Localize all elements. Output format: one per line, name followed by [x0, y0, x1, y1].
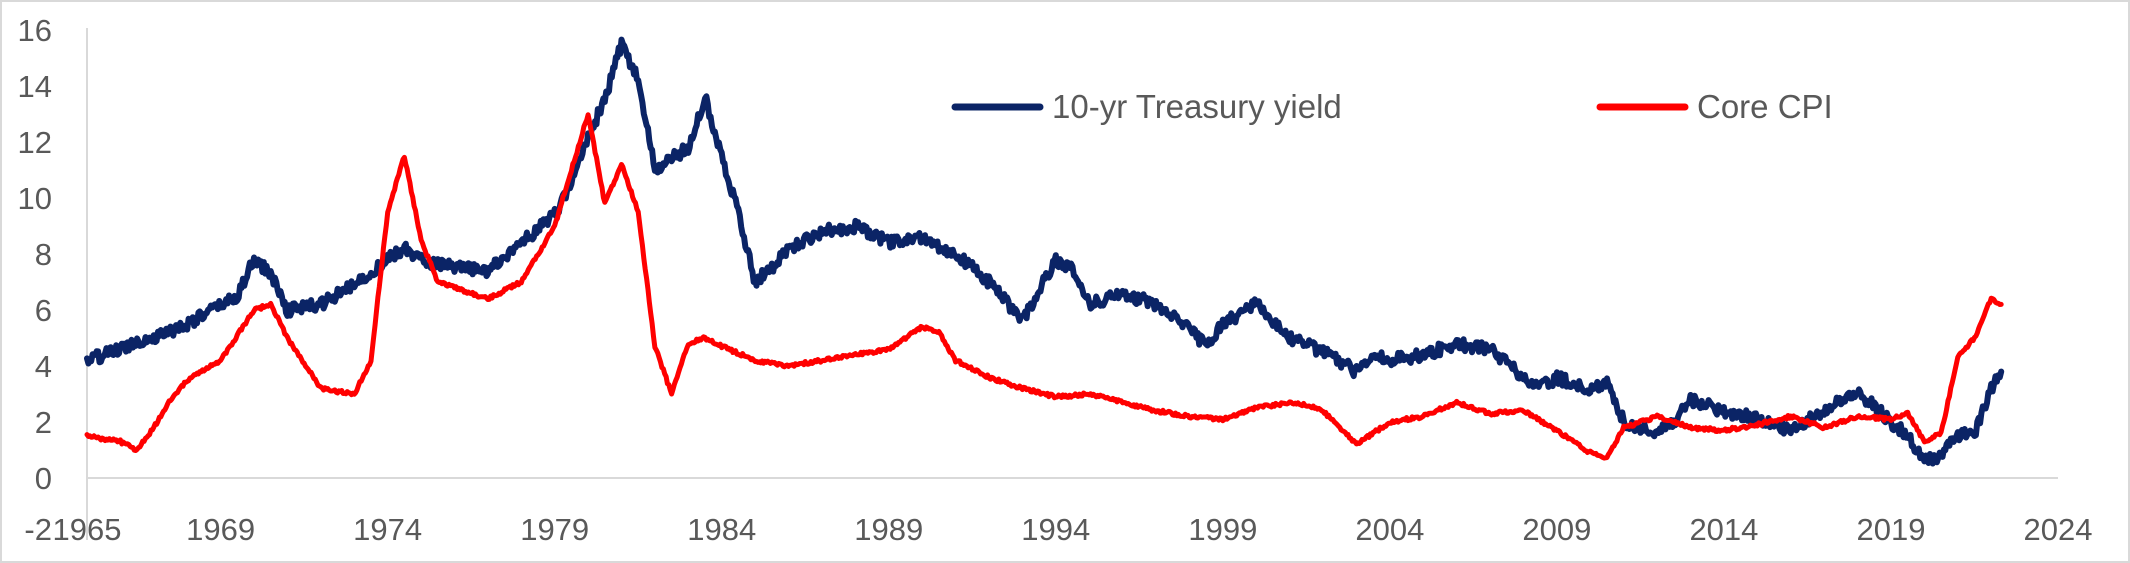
- y-tick-label: 14: [18, 69, 52, 104]
- y-tick-label: 4: [35, 349, 52, 384]
- x-tick-label: 2014: [1689, 512, 1758, 547]
- y-tick-label: -2: [24, 512, 52, 547]
- y-tick-label: 0: [35, 461, 52, 496]
- y-tick-label: 6: [35, 293, 52, 328]
- y-tick-label: 2: [35, 405, 52, 440]
- x-tick-label: 2019: [1856, 512, 1925, 547]
- y-tick-label: 8: [35, 237, 52, 272]
- series-layer: [84, 36, 2005, 467]
- legend-label-treasury: 10-yr Treasury yield: [1052, 88, 1342, 125]
- x-tick-label: 1969: [186, 512, 255, 547]
- x-tick-label: 1994: [1021, 512, 1090, 547]
- series-line-treasury: [84, 36, 2005, 467]
- x-tick-label: 2009: [1522, 512, 1591, 547]
- y-tick-label: 16: [18, 13, 52, 48]
- y-tick-label: 12: [18, 125, 52, 160]
- legend-label-core-cpi: Core CPI: [1697, 88, 1833, 125]
- x-tick-label: 1965: [53, 512, 122, 547]
- x-tick-label: 1979: [520, 512, 589, 547]
- x-tick-label: 2004: [1355, 512, 1424, 547]
- legend: 10-yr Treasury yield Core CPI: [951, 88, 1833, 125]
- y-tick-label: 10: [18, 181, 52, 216]
- x-tick-label: 1999: [1188, 512, 1257, 547]
- x-tick-label: 1989: [854, 512, 923, 547]
- legend-item-treasury: 10-yr Treasury yield: [951, 88, 1342, 125]
- x-axis: 1965 1969 1974 1979 1984 1989 1994 1999 2004 2009…: [53, 477, 2093, 547]
- x-tick-label: 1974: [353, 512, 422, 547]
- y-axis: 0 2 4 6 8 10 12 14 16 -2: [18, 13, 88, 547]
- legend-item-core-cpi: Core CPI: [1596, 88, 1833, 125]
- x-tick-label: 2024: [2024, 512, 2093, 547]
- x-tick-label: 1984: [687, 512, 756, 547]
- series-line-core-cpi: [84, 112, 2004, 461]
